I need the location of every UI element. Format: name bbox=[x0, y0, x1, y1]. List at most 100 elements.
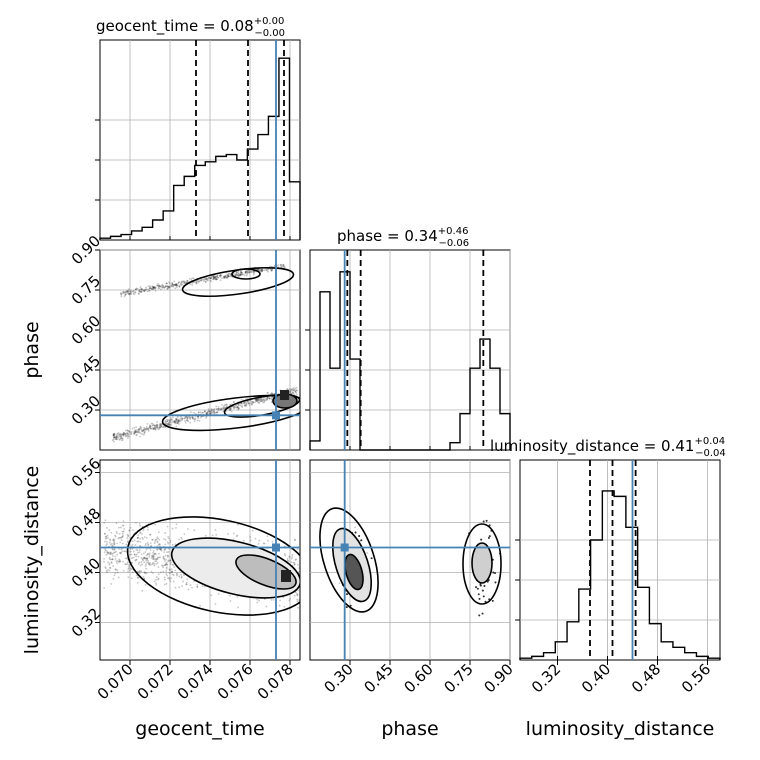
sample-point bbox=[170, 421, 173, 424]
sample-point bbox=[476, 587, 479, 590]
sample-point bbox=[240, 271, 243, 274]
sample-point bbox=[150, 563, 153, 566]
sample-point bbox=[138, 549, 141, 551]
sample-point bbox=[296, 598, 299, 601]
sample-point bbox=[215, 405, 218, 408]
sample-point bbox=[159, 423, 162, 426]
sample-point bbox=[161, 286, 164, 289]
sample-point bbox=[246, 273, 249, 276]
sample-point bbox=[215, 533, 218, 536]
sample-point bbox=[129, 550, 132, 553]
sample-point bbox=[358, 535, 361, 537]
sample-point bbox=[156, 284, 159, 287]
sample-point bbox=[129, 553, 131, 556]
sample-point bbox=[147, 559, 150, 562]
sample-point bbox=[258, 599, 260, 602]
sample-point bbox=[238, 275, 240, 277]
sample-point bbox=[199, 411, 202, 414]
sample-point bbox=[137, 576, 139, 579]
sample-point bbox=[158, 426, 161, 429]
sample-point bbox=[482, 595, 485, 598]
sample-point bbox=[487, 537, 490, 539]
sample-point bbox=[248, 404, 251, 406]
sample-point bbox=[481, 589, 484, 592]
sample-point bbox=[113, 548, 116, 551]
sample-point bbox=[147, 288, 150, 291]
sample-point bbox=[114, 438, 117, 441]
sample-point bbox=[165, 572, 168, 575]
sample-point bbox=[250, 402, 253, 405]
sample-point bbox=[169, 420, 172, 422]
sample-point bbox=[122, 534, 124, 537]
sample-point bbox=[482, 595, 485, 598]
sample-point bbox=[222, 410, 225, 413]
sample-point bbox=[266, 535, 269, 538]
sample-point bbox=[290, 561, 293, 564]
sample-point bbox=[163, 286, 166, 289]
sample-point bbox=[139, 290, 141, 293]
sample-point bbox=[149, 287, 152, 290]
sample-point bbox=[166, 418, 168, 421]
x-tick-label: 0.45 bbox=[360, 660, 396, 696]
sample-point bbox=[164, 548, 167, 551]
sample-point bbox=[124, 557, 127, 560]
sample-point bbox=[194, 413, 197, 415]
sample-point bbox=[479, 583, 482, 586]
sample-point bbox=[488, 535, 491, 538]
sample-point bbox=[239, 273, 242, 276]
sample-point bbox=[168, 576, 171, 579]
sample-point bbox=[175, 419, 178, 422]
sample-point bbox=[354, 531, 357, 534]
sample-point bbox=[481, 612, 484, 615]
sample-point bbox=[483, 585, 486, 587]
sample-point bbox=[345, 606, 348, 609]
sample-point bbox=[245, 404, 248, 407]
sample-point bbox=[262, 398, 265, 401]
sample-point bbox=[349, 604, 352, 607]
sample-point bbox=[152, 557, 155, 560]
sample-point bbox=[114, 551, 116, 554]
sample-point bbox=[119, 536, 122, 539]
sample-point bbox=[151, 285, 154, 288]
sample-point bbox=[145, 557, 148, 560]
sample-point bbox=[171, 283, 174, 286]
sample-point bbox=[152, 428, 155, 430]
sample-point bbox=[119, 432, 122, 435]
sample-point bbox=[166, 420, 168, 423]
sample-point bbox=[128, 529, 131, 532]
sample-point bbox=[140, 287, 143, 290]
sample-point bbox=[250, 401, 253, 403]
contour-upper-inner bbox=[231, 268, 261, 280]
sample-point bbox=[103, 540, 106, 543]
sample-point bbox=[167, 559, 170, 562]
sample-point bbox=[360, 539, 363, 542]
sample-point bbox=[167, 551, 170, 553]
sample-point bbox=[212, 276, 215, 279]
sample-point bbox=[172, 564, 175, 566]
sample-point bbox=[481, 612, 484, 615]
sample-point bbox=[162, 570, 165, 573]
sample-point bbox=[206, 412, 209, 415]
sample-point bbox=[126, 434, 129, 437]
sample-point bbox=[215, 275, 217, 278]
sample-point bbox=[172, 283, 175, 286]
sample-point bbox=[237, 273, 240, 275]
sample-point bbox=[151, 427, 154, 430]
sample-point bbox=[122, 434, 125, 436]
sample-point bbox=[349, 604, 352, 607]
sample-point bbox=[131, 543, 134, 546]
sample-point bbox=[140, 570, 143, 573]
sample-point bbox=[476, 587, 479, 590]
sample-point bbox=[169, 560, 172, 562]
sample-point bbox=[126, 291, 129, 294]
sample-point bbox=[103, 587, 106, 589]
sample-point bbox=[172, 580, 175, 583]
sample-point bbox=[149, 542, 152, 545]
sample-point bbox=[145, 536, 148, 539]
sample-point bbox=[186, 279, 189, 282]
sample-point bbox=[123, 550, 126, 553]
sample-point bbox=[251, 400, 254, 403]
sample-point bbox=[171, 416, 174, 419]
sample-point bbox=[480, 538, 483, 541]
sample-point bbox=[229, 409, 232, 412]
